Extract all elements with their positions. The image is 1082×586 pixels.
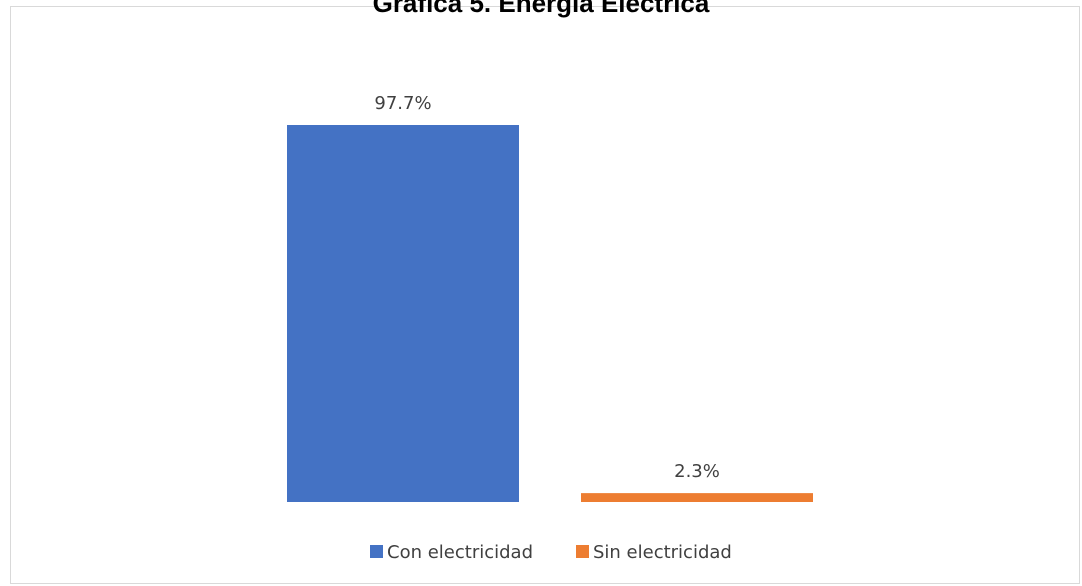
bar-sin-electricidad xyxy=(581,493,813,502)
bar-con-electricidad xyxy=(287,125,519,502)
legend-label-0: Con electricidad xyxy=(387,542,533,563)
legend-label-1: Sin electricidad xyxy=(593,542,732,563)
data-label-0: 97.7% xyxy=(374,93,431,114)
legend-swatch-0 xyxy=(370,545,383,558)
data-label-1: 2.3% xyxy=(674,461,720,482)
chart-frame xyxy=(10,6,1080,584)
chart-title: Gráfica 5. Energía Eléctrica xyxy=(372,0,710,18)
legend-swatch-1 xyxy=(576,545,589,558)
